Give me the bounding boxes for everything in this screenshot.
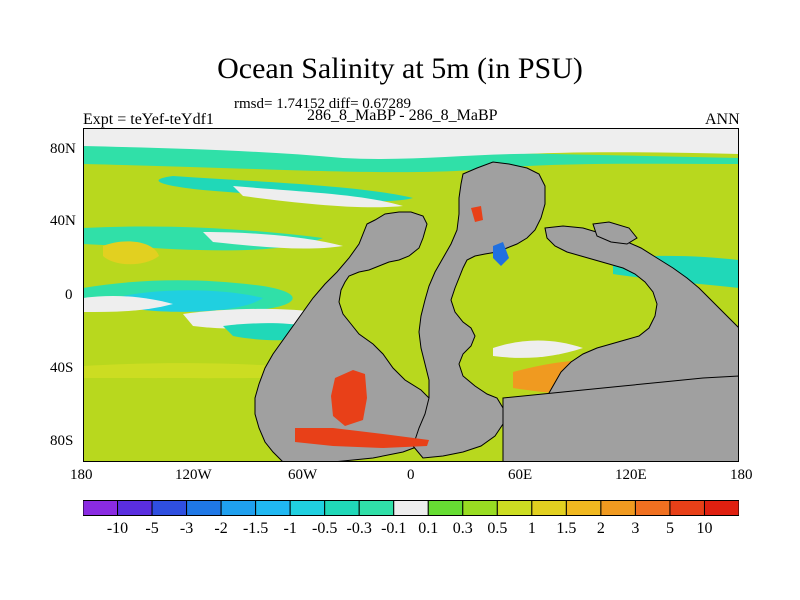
lon-tick-120w: 120W bbox=[175, 467, 212, 483]
lat-tick-80n: 80N bbox=[50, 141, 76, 157]
colorbar-cell bbox=[289, 500, 326, 516]
colorbar-label: -1 bbox=[283, 520, 297, 537]
season-text: ANN bbox=[705, 111, 740, 128]
colorbar-cell bbox=[669, 500, 705, 516]
colorbar-cell bbox=[358, 500, 395, 516]
indian-zero-streak bbox=[493, 340, 583, 358]
colorbar-label: 2 bbox=[596, 520, 605, 537]
colorbar-label: 5 bbox=[665, 520, 674, 537]
colorbar-cell bbox=[634, 500, 671, 516]
coast-red-antarctic-peninsula bbox=[295, 428, 429, 448]
comparison-text: 286_8_MaBP - 286_8_MaBP bbox=[307, 107, 498, 124]
coast-red-northatlantic bbox=[471, 206, 483, 222]
land-americas bbox=[254, 211, 440, 462]
lon-tick-60w: 60W bbox=[288, 467, 318, 483]
north-zero-streak bbox=[233, 186, 403, 208]
colorbar-label: -2 bbox=[214, 520, 228, 537]
coast-blue-mediterranean bbox=[493, 242, 509, 266]
coast-red-weddell bbox=[331, 370, 367, 426]
land-island-northeast bbox=[592, 221, 638, 245]
colorbar-cell bbox=[496, 500, 533, 516]
colorbar-label: 0.3 bbox=[452, 520, 473, 537]
land-eurasia-africa bbox=[412, 161, 546, 459]
colorbar-label: 1.5 bbox=[556, 520, 577, 537]
colorbar-label: 1 bbox=[527, 520, 536, 537]
lat-tick-0: 0 bbox=[65, 287, 73, 303]
colorbar bbox=[83, 500, 739, 516]
colorbar-label: -5 bbox=[145, 520, 159, 537]
colorbar-cell bbox=[151, 500, 188, 516]
pacific-zero-1 bbox=[203, 232, 343, 249]
lat-tick-80s: 80S bbox=[50, 433, 74, 449]
colorbar-cell bbox=[703, 500, 739, 516]
colorbar-label: -10 bbox=[106, 520, 129, 537]
colorbar-cell bbox=[427, 500, 464, 516]
stats-text: rmsd= 1.74152 diff= 0.67289 bbox=[234, 96, 412, 112]
colorbar-cell bbox=[220, 500, 257, 516]
land-antarctica-block bbox=[502, 375, 739, 462]
colorbar-cell bbox=[462, 500, 498, 516]
colorbar-label: 3 bbox=[631, 520, 640, 537]
map-title: Ocean Salinity at 5m (in PSU) bbox=[217, 52, 583, 85]
colorbar-label: -0.1 bbox=[381, 520, 407, 537]
lat-tick-40n: 40N bbox=[50, 213, 76, 229]
lon-tick-180e: 180 bbox=[730, 467, 753, 483]
north-green-band bbox=[83, 146, 739, 173]
lon-tick-60e: 60E bbox=[508, 467, 533, 483]
experiment-text: Expt = teYef-teYdf1 bbox=[83, 111, 214, 128]
colorbar-cell bbox=[393, 500, 429, 516]
colorbar-label: -3 bbox=[179, 520, 194, 537]
colorbar-label: 10 bbox=[696, 520, 713, 537]
colorbar-cell bbox=[565, 500, 602, 516]
colorbar-label: 0.1 bbox=[418, 520, 439, 537]
colorbar-cell bbox=[531, 500, 567, 516]
colorbar-cell bbox=[324, 500, 360, 516]
colorbar-cell bbox=[255, 500, 291, 516]
colorbar-cell bbox=[117, 500, 153, 516]
north-cyan-band bbox=[158, 176, 413, 202]
colorbar-cell bbox=[186, 500, 222, 516]
colorbar-label: 0.5 bbox=[487, 520, 508, 537]
pacific-zero-2 bbox=[83, 296, 173, 312]
lon-tick-120e: 120E bbox=[615, 467, 647, 483]
colorbar-label: -1.5 bbox=[242, 520, 269, 537]
lon-tick-0: 0 bbox=[407, 467, 415, 483]
colorbar-label: -0.5 bbox=[312, 520, 338, 537]
salinity-map bbox=[83, 128, 739, 462]
lat-tick-40s: 40S bbox=[50, 360, 74, 376]
pacific-orange-spot bbox=[103, 241, 159, 265]
colorbar-cell bbox=[83, 500, 119, 516]
colorbar-label: -0.3 bbox=[346, 520, 372, 537]
colorbar-cells bbox=[83, 500, 739, 516]
colorbar-cell bbox=[600, 500, 636, 516]
lon-tick-180w: 180 bbox=[70, 467, 93, 483]
